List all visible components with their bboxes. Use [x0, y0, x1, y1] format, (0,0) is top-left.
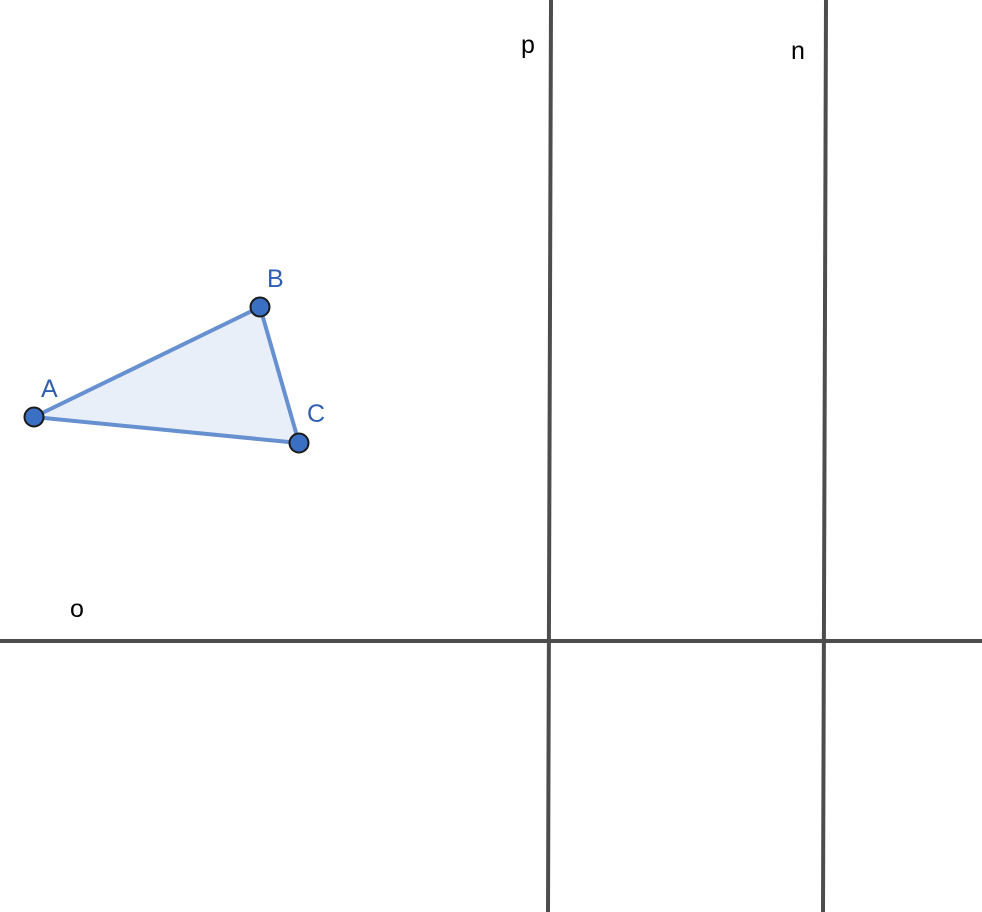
line-p[interactable]	[546, 0, 553, 912]
point-b-label: B	[267, 265, 284, 293]
point-b[interactable]	[249, 296, 271, 318]
point-a-label: A	[41, 375, 58, 403]
line-n[interactable]	[821, 0, 828, 912]
triangle-abc[interactable]	[32, 305, 301, 445]
line-n-label: n	[791, 37, 805, 65]
line-o-label: o	[70, 595, 84, 623]
line-p-label: p	[521, 31, 535, 59]
point-c-label: C	[307, 400, 325, 428]
point-c[interactable]	[288, 432, 310, 454]
point-a[interactable]	[23, 406, 45, 428]
